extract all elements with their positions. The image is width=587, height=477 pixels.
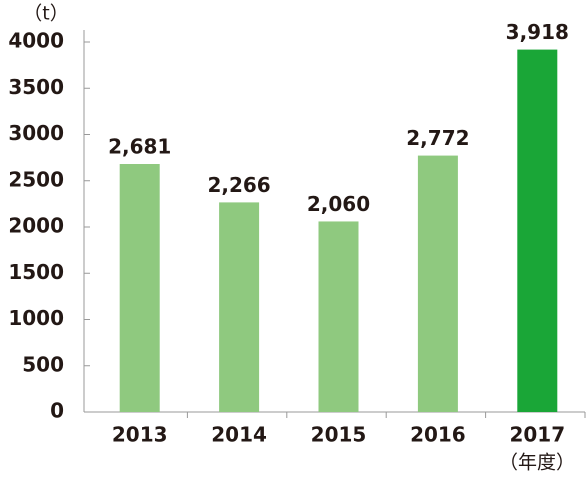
x-tick-label: 2014 xyxy=(211,423,267,447)
x-tick-label: 2017 xyxy=(509,423,565,447)
value-label: 2,060 xyxy=(307,192,370,216)
y-tick-label: 3500 xyxy=(8,75,64,99)
y-tick-label: 2000 xyxy=(8,214,64,238)
value-label: 2,681 xyxy=(108,135,171,159)
bar xyxy=(318,221,359,412)
value-label: 2,266 xyxy=(207,173,270,197)
y-unit: （t） xyxy=(23,3,68,25)
y-tick-label: 4000 xyxy=(8,29,64,53)
x-tick-label: 2015 xyxy=(311,423,367,447)
value-label: 3,918 xyxy=(506,20,569,44)
y-tick-label: 1000 xyxy=(8,306,64,330)
y-tick-label: 2500 xyxy=(8,167,64,191)
bar xyxy=(417,155,458,412)
y-tick-label: 500 xyxy=(22,352,64,376)
x-tick-label: 2016 xyxy=(410,423,466,447)
bar xyxy=(219,202,260,412)
x-unit: （年度） xyxy=(499,452,575,474)
y-tick-label: 3000 xyxy=(8,121,64,145)
bar xyxy=(119,164,160,412)
y-tick-label: 1500 xyxy=(8,260,64,284)
x-tick-label: 2013 xyxy=(112,423,168,447)
value-label: 2,772 xyxy=(406,126,469,150)
y-tick-label: 0 xyxy=(50,399,64,423)
bar xyxy=(517,49,558,413)
